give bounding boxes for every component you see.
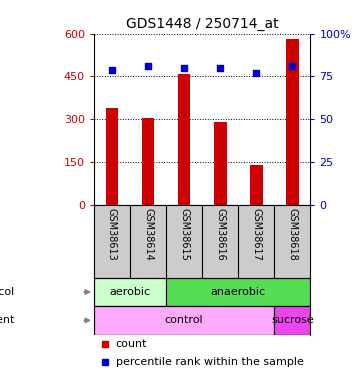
Bar [105, 108, 118, 204]
Bar [286, 39, 299, 204]
Text: agent: agent [0, 315, 14, 326]
Point [253, 70, 259, 76]
Text: count: count [116, 339, 147, 349]
Point [109, 67, 115, 73]
Bar [214, 122, 227, 204]
Point [181, 65, 187, 71]
Bar [274, 306, 310, 334]
Bar [142, 118, 154, 204]
Text: GSM38615: GSM38615 [179, 208, 189, 261]
Text: protocol: protocol [0, 287, 14, 297]
Text: GSM38613: GSM38613 [107, 208, 117, 261]
Text: control: control [165, 315, 203, 326]
Text: sucrose: sucrose [271, 315, 314, 326]
Bar [166, 278, 310, 306]
Bar [178, 74, 191, 204]
Text: GSM38614: GSM38614 [143, 208, 153, 261]
Bar [94, 278, 166, 306]
Text: GSM38617: GSM38617 [251, 208, 261, 261]
Title: GDS1448 / 250714_at: GDS1448 / 250714_at [126, 17, 278, 32]
Text: GSM38616: GSM38616 [215, 208, 225, 261]
Point [290, 63, 295, 69]
Text: aerobic: aerobic [109, 287, 151, 297]
Text: percentile rank within the sample: percentile rank within the sample [116, 357, 303, 367]
Text: GSM38618: GSM38618 [287, 208, 297, 261]
Text: anaerobic: anaerobic [211, 287, 266, 297]
Point [217, 65, 223, 71]
Point [145, 63, 151, 69]
Bar [94, 306, 274, 334]
Bar [250, 165, 262, 204]
